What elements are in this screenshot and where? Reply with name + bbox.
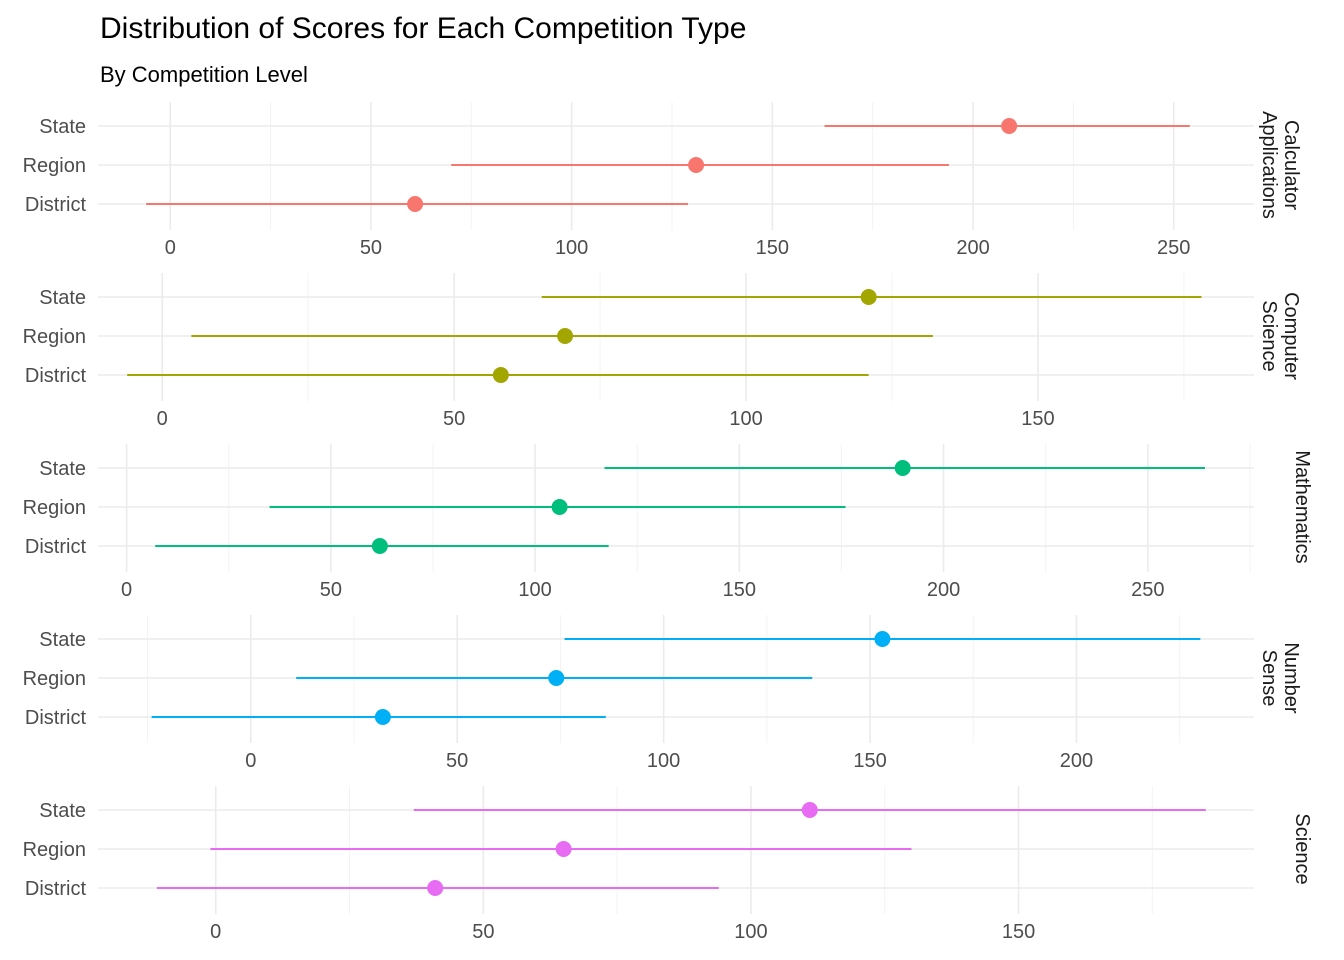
x-tick-label: 0 — [210, 921, 221, 943]
x-tick-label: 100 — [647, 750, 680, 772]
chart-subtitle: By Competition Level — [100, 62, 308, 87]
y-tick-label-district: District — [25, 536, 87, 558]
x-tick-label: 0 — [121, 579, 132, 601]
x-tick-label: 50 — [320, 579, 342, 601]
strip-label-line: Computer — [1280, 292, 1302, 380]
y-tick-label-region: Region — [23, 155, 86, 177]
strip-label-line: Science — [1258, 300, 1280, 371]
x-tick-label: 250 — [1131, 579, 1164, 601]
strip-label-line: Calculator — [1280, 120, 1302, 210]
x-tick-label: 200 — [956, 237, 989, 259]
point-science-district — [427, 880, 444, 896]
strip-label-line: Applications — [1258, 111, 1280, 219]
point-number-sense-state — [874, 631, 891, 647]
chart-title: Distribution of Scores for Each Competit… — [100, 12, 747, 45]
x-tick-label: 250 — [1157, 237, 1190, 259]
x-tick-label: 100 — [734, 921, 767, 943]
x-tick-label: 100 — [555, 237, 588, 259]
point-computer-science-region — [557, 328, 574, 344]
y-tick-label-region: Region — [23, 497, 86, 519]
x-tick-label: 0 — [157, 408, 168, 430]
x-tick-label: 200 — [927, 579, 960, 601]
point-number-sense-district — [374, 709, 391, 725]
facet-strip-label-calculator-applications: CalculatorApplications — [1258, 111, 1302, 219]
point-computer-science-state — [860, 289, 877, 305]
x-tick-label: 100 — [729, 408, 762, 430]
x-tick-label: 50 — [472, 921, 494, 943]
strip-label-line: Sense — [1258, 650, 1280, 707]
strip-label-line: Number — [1280, 642, 1302, 713]
y-tick-label-state: State — [39, 287, 86, 309]
point-science-state — [801, 802, 818, 818]
point-mathematics-region — [551, 499, 568, 515]
point-science-region — [555, 841, 572, 857]
facet-strip-label-mathematics: Mathematics — [1291, 450, 1313, 563]
facet-strip-label-science: Science — [1291, 813, 1313, 884]
point-mathematics-district — [371, 538, 388, 554]
x-tick-label: 0 — [165, 237, 176, 259]
x-tick-label: 150 — [1021, 408, 1054, 430]
strip-label-line: Mathematics — [1291, 450, 1313, 563]
y-tick-label-state: State — [39, 629, 86, 651]
x-tick-label: 150 — [853, 750, 886, 772]
x-tick-label: 150 — [1002, 921, 1035, 943]
x-tick-label: 150 — [723, 579, 756, 601]
y-tick-label-district: District — [25, 878, 87, 900]
point-mathematics-state — [894, 460, 911, 476]
y-tick-label-region: Region — [23, 839, 86, 861]
y-tick-label-region: Region — [23, 326, 86, 348]
point-calculator-applications-state — [1001, 118, 1018, 134]
y-tick-label-state: State — [39, 800, 86, 822]
y-tick-label-district: District — [25, 194, 87, 216]
y-tick-label-state: State — [39, 458, 86, 480]
y-tick-label-state: State — [39, 116, 86, 138]
x-tick-label: 200 — [1060, 750, 1093, 772]
y-tick-label-region: Region — [23, 668, 86, 690]
x-tick-label: 0 — [245, 750, 256, 772]
strip-label-line: Science — [1291, 813, 1313, 884]
facet-strip-label-computer-science: ComputerScience — [1258, 292, 1302, 380]
x-tick-label: 50 — [360, 237, 382, 259]
point-computer-science-district — [492, 367, 509, 383]
x-tick-label: 50 — [443, 408, 465, 430]
y-tick-label-district: District — [25, 365, 87, 387]
point-number-sense-region — [548, 670, 565, 686]
x-tick-label: 150 — [756, 237, 789, 259]
y-tick-label-district: District — [25, 707, 87, 729]
x-tick-label: 100 — [518, 579, 551, 601]
point-calculator-applications-region — [688, 157, 705, 173]
x-tick-label: 50 — [446, 750, 468, 772]
point-calculator-applications-district — [407, 196, 424, 212]
facet-strip-label-number-sense: NumberSense — [1258, 642, 1302, 713]
